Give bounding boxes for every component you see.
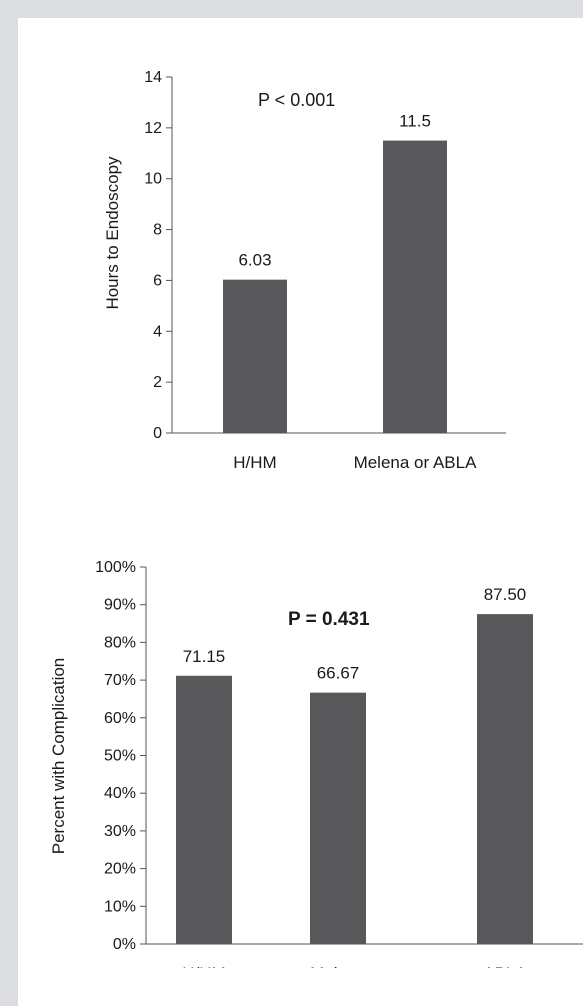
y-tick-label: 6 (153, 272, 162, 289)
figure-panel: 0 2 4 6 8 10 12 14 6.03 H/HM 11.5 Melena or ABLA P… (18, 18, 583, 1006)
data-label: 87.50 (484, 585, 527, 604)
y-tick-label: 90% (104, 597, 136, 614)
y-tick-label: 30% (104, 823, 136, 840)
data-label: 11.5 (399, 112, 431, 131)
y-tick-label: 100% (95, 559, 136, 576)
y-tick-label: 4 (153, 323, 162, 340)
bar (383, 140, 447, 434)
y-axis-label: Percent with Complication (49, 658, 68, 855)
y-tick-label: 40% (104, 785, 136, 802)
category-label: Melena (310, 964, 366, 968)
category-label: H/HM (233, 453, 276, 472)
category-label: H/HM (182, 964, 225, 968)
category-label: Melena or ABLA (354, 453, 478, 472)
y-axis-label: Hours to Endoscopy (103, 156, 122, 310)
y-tick-label: 10% (104, 898, 136, 915)
y-tick-label: 70% (104, 672, 136, 689)
data-label: 71.15 (183, 647, 226, 666)
y-tick-label: 8 (153, 222, 162, 239)
bar (477, 614, 533, 944)
p-value-annotation: P = 0.431 (288, 609, 370, 630)
y-tick-label: 50% (104, 748, 136, 765)
chart-percent-with-complication: 0% 10% 20% 30% 40% 50% 60% 70% 80% 90% 100% 71.15 H… (49, 559, 583, 968)
y-tick-label: 2 (153, 374, 162, 391)
y-tick-label: 80% (104, 634, 136, 651)
y-tick-label: 0% (113, 936, 136, 953)
bar (310, 692, 366, 944)
y-tick-label: 20% (104, 861, 136, 878)
category-label: ABLA (483, 964, 527, 968)
y-tick-label: 0 (153, 425, 162, 442)
chart-hours-to-endoscopy: 0 2 4 6 8 10 12 14 6.03 H/HM 11.5 Melena or ABLA P… (103, 69, 506, 472)
bar (176, 675, 232, 944)
data-label: 6.03 (238, 251, 271, 270)
data-label: 66.67 (317, 664, 360, 683)
bar (223, 279, 287, 433)
p-value-annotation: P < 0.001 (258, 90, 335, 110)
y-tick-label: 12 (144, 120, 162, 137)
y-tick-label: 14 (144, 69, 162, 86)
y-tick-label: 10 (144, 171, 162, 188)
y-tick-label: 60% (104, 710, 136, 727)
